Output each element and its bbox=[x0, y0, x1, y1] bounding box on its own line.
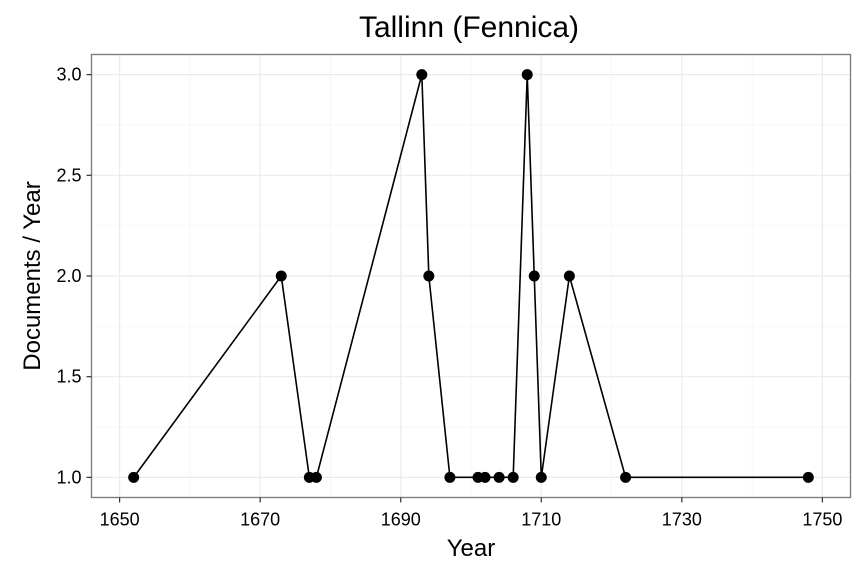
x-tick-label: 1690 bbox=[381, 510, 421, 530]
data-points bbox=[128, 69, 814, 483]
y-tick-label: 2.5 bbox=[56, 165, 81, 185]
data-point bbox=[507, 471, 519, 483]
data-point bbox=[310, 471, 322, 483]
data-point bbox=[493, 471, 505, 483]
data-point bbox=[521, 69, 533, 81]
x-tick-label: 1650 bbox=[100, 510, 140, 530]
data-point bbox=[444, 471, 456, 483]
y-tick-label: 1.0 bbox=[56, 467, 81, 487]
data-point bbox=[528, 270, 540, 282]
data-point bbox=[275, 270, 287, 282]
x-axis-title: Year bbox=[447, 535, 496, 562]
y-tick-label: 2.0 bbox=[56, 266, 81, 286]
data-point bbox=[620, 471, 632, 483]
data-point bbox=[802, 471, 814, 483]
gridlines bbox=[91, 54, 851, 498]
x-tick-label: 1750 bbox=[802, 510, 842, 530]
x-tick-label: 1670 bbox=[240, 510, 280, 530]
chart-title: Tallinn (Fennica) bbox=[359, 11, 579, 44]
data-point bbox=[423, 270, 435, 282]
x-tick-label: 1730 bbox=[662, 510, 702, 530]
data-point bbox=[416, 69, 428, 81]
data-point bbox=[128, 471, 140, 483]
y-axis-title: Documents / Year bbox=[19, 181, 46, 370]
data-point bbox=[563, 270, 575, 282]
data-point bbox=[535, 471, 547, 483]
y-tick-label: 3.0 bbox=[56, 65, 81, 85]
y-tick-label: 1.5 bbox=[56, 367, 81, 387]
x-tick-label: 1710 bbox=[521, 510, 561, 530]
axes: 1650 1670 1690 1710 1730 1750 1.0 1.5 2.0 2.5 3.0 bbox=[56, 65, 842, 530]
data-point bbox=[479, 471, 491, 483]
